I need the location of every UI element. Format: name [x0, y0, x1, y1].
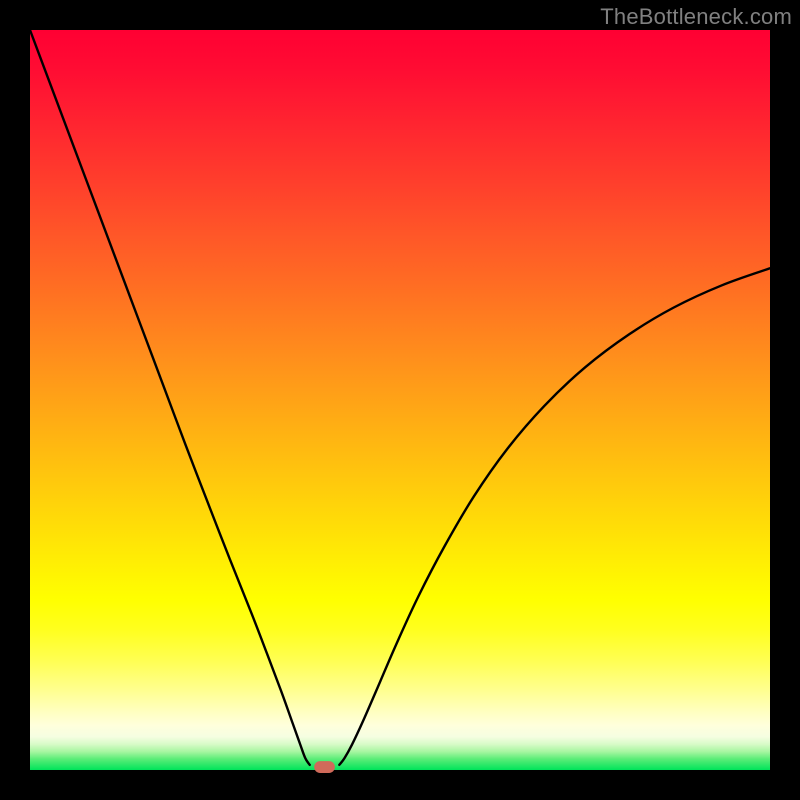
gradient-background	[30, 30, 770, 770]
optimum-marker-shape	[314, 761, 335, 773]
bottleneck-chart	[0, 0, 800, 800]
optimum-marker	[314, 761, 335, 773]
watermark-label: TheBottleneck.com	[600, 4, 792, 30]
chart-stage: TheBottleneck.com	[0, 0, 800, 800]
